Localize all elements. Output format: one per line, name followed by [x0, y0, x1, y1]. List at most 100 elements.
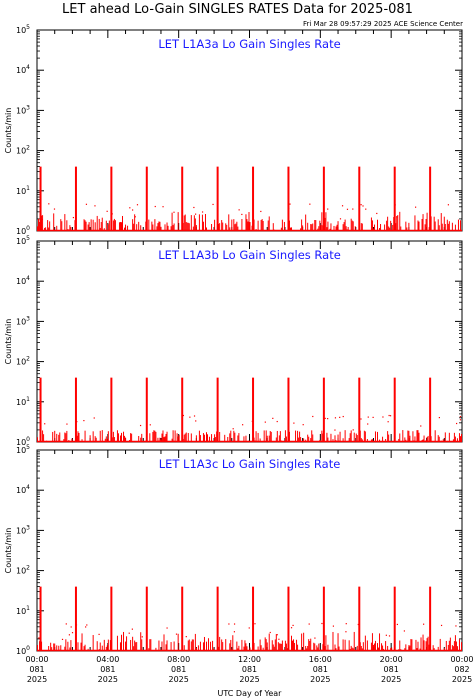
x-tick-label-doy: 081 [29, 665, 44, 674]
data-point [260, 210, 262, 213]
data-point [388, 635, 391, 637]
data-point [459, 416, 461, 418]
data-point [241, 213, 243, 216]
y-tick-label: 105 [16, 235, 30, 246]
data-point [68, 634, 70, 636]
data-point [332, 625, 335, 627]
data-point [85, 626, 87, 628]
data-point [85, 203, 88, 205]
plot-frame [36, 29, 463, 232]
x-tick-label-year: 2025 [98, 675, 118, 684]
data-point [131, 209, 134, 211]
data-point [290, 627, 293, 629]
x-tick-label-doy: 081 [171, 665, 186, 674]
data-point [193, 206, 195, 209]
data-point [72, 216, 75, 219]
data-point [346, 208, 349, 210]
data-point [423, 623, 425, 625]
data-point [134, 216, 136, 218]
y-tick-label: 102 [16, 356, 30, 367]
data-point [420, 425, 422, 427]
data-point [357, 623, 359, 626]
y-tick-label: 101 [16, 396, 30, 407]
data-point [162, 206, 164, 208]
data-point [93, 417, 95, 419]
data-point [232, 428, 234, 430]
data-point [440, 624, 443, 627]
y-tick-label: 103 [16, 104, 30, 115]
data-point [141, 636, 143, 638]
y-tick-label: 102 [16, 145, 30, 156]
data-point [352, 208, 354, 210]
data-point [38, 637, 40, 639]
x-tick-label-doy: 081 [100, 665, 115, 674]
data-point [70, 626, 72, 628]
data-point [312, 415, 314, 418]
x-tick-label-time: 00:00 [450, 655, 473, 664]
x-tick-label-time: 08:00 [167, 655, 190, 664]
data-point [182, 414, 185, 417]
panel-title: LET L1A3c Lo Gain Singles Rate [159, 457, 341, 471]
y-tick-label: 104 [16, 64, 30, 75]
data-point [372, 416, 374, 419]
data-point [324, 417, 326, 419]
page-title: LET ahead Lo-Gain SINGLES RATES Data for… [62, 2, 413, 17]
data-point [447, 204, 449, 206]
x-tick-label-year: 2025 [27, 675, 47, 684]
data-point [139, 424, 142, 427]
data-point [194, 213, 197, 215]
data-point [367, 423, 369, 425]
data-point [367, 416, 369, 418]
data-point [396, 623, 398, 626]
x-tick-label-time: 04:00 [96, 655, 119, 664]
panel-3: 100 101 102 103 104 105 Counts/min LET L1A3c Lo… [4, 444, 463, 656]
data-point [276, 420, 278, 423]
data-point [185, 636, 187, 638]
data-point [248, 627, 250, 629]
data-point [389, 415, 392, 417]
data-point [362, 205, 364, 207]
plot-frame [36, 240, 463, 443]
data-point [233, 631, 236, 633]
data-point [365, 208, 367, 210]
y-tick-label: 100 [16, 645, 30, 656]
data-point [66, 423, 68, 425]
data-point [98, 633, 100, 635]
data-point [41, 218, 44, 221]
data-point [302, 424, 304, 426]
data-point [327, 418, 329, 420]
data-point [136, 204, 139, 206]
data-point [48, 203, 50, 205]
data-point [71, 632, 74, 634]
data-point [238, 209, 240, 211]
data-point [414, 206, 417, 208]
data-point [345, 631, 347, 633]
x-tick-label-doy: 081 [313, 665, 328, 674]
x-tick-label-time: 00:00 [25, 655, 48, 664]
generated-timestamp: Fri Mar 28 09:57:29 2025 ACE Science Cen… [303, 20, 463, 28]
data-point [131, 628, 133, 630]
data-point [278, 638, 280, 640]
data-point [276, 634, 278, 636]
panel-title: LET L1A3a Lo Gain Singles Rate [158, 37, 340, 51]
series-singles-rate [37, 166, 462, 232]
x-tick-label-doy: 082 [454, 665, 469, 674]
x-tick-label-year: 2025 [239, 675, 259, 684]
data-point [128, 632, 130, 634]
x-tick-label-doy: 081 [242, 665, 257, 674]
x-axis-label: UTC Day of Year [218, 689, 283, 698]
data-point [83, 419, 85, 422]
data-point [334, 417, 337, 419]
data-point [195, 420, 197, 422]
x-tick-label-time: 20:00 [380, 655, 403, 664]
y-tick-label: 103 [16, 315, 30, 326]
data-point [189, 416, 191, 418]
y-tick-label: 103 [16, 524, 30, 535]
data-point [339, 218, 342, 220]
data-point [86, 624, 88, 626]
y-tick-label: 105 [16, 444, 30, 455]
data-point [459, 419, 462, 421]
data-point [61, 638, 64, 641]
data-point [65, 623, 67, 625]
y-tick-label: 102 [16, 565, 30, 576]
